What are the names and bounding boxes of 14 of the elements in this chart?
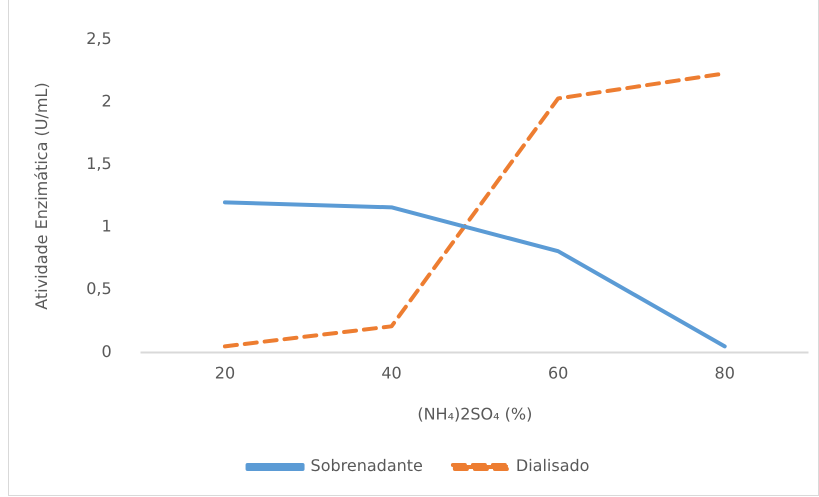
legend-label: Sobrenadante — [310, 456, 423, 476]
x-tick-label: 20 — [214, 363, 236, 382]
x-tick-label: 80 — [714, 363, 735, 382]
x-axis-title: (NH₄)2SO₄ (%) — [417, 404, 532, 424]
y-tick-label: 0,5 — [86, 279, 112, 298]
y-axis-title: Atividade Enzimática (U/mL) — [32, 82, 51, 310]
y-tick-label: 2,5 — [86, 28, 112, 48]
y-tick-label: 1 — [101, 216, 112, 236]
y-tick-label: 1,5 — [86, 154, 112, 173]
legend-label: Dialisado — [516, 456, 590, 476]
x-tick-label: 60 — [548, 363, 568, 382]
y-tick-label: 0 — [101, 342, 112, 361]
x-tick-label: 40 — [381, 363, 402, 382]
y-tick-label: 2 — [101, 91, 112, 110]
